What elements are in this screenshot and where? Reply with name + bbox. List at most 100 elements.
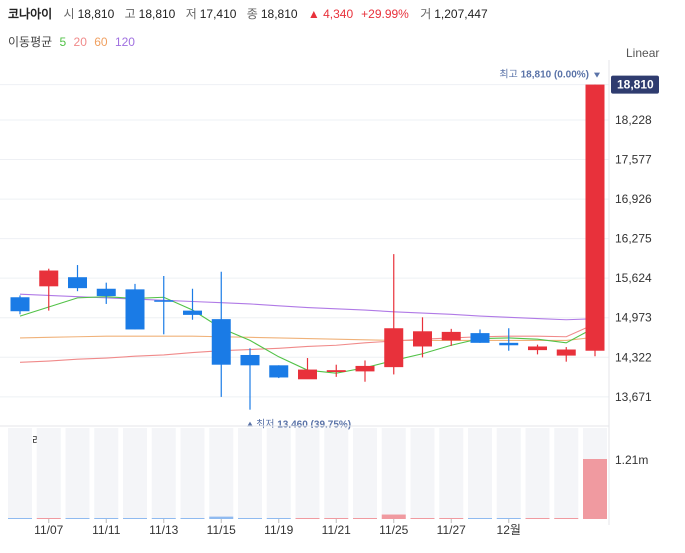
candle-body bbox=[413, 331, 432, 347]
ma60-line bbox=[19, 335, 600, 341]
change-value: ▲ 4,340 bbox=[307, 7, 354, 21]
x-tick-label: 11/11 bbox=[92, 523, 121, 537]
candle-body bbox=[154, 300, 174, 302]
volume-bar bbox=[525, 518, 550, 519]
x-tick-label: 11/13 bbox=[149, 523, 178, 537]
high-marker-icon bbox=[594, 72, 600, 78]
volume-slot bbox=[353, 428, 377, 519]
ma20-line bbox=[19, 321, 600, 363]
volume-slot bbox=[180, 428, 205, 519]
volume-slot bbox=[8, 428, 32, 519]
volume-bar bbox=[381, 514, 406, 519]
volume-bar bbox=[151, 518, 176, 519]
candle-body bbox=[269, 365, 289, 378]
x-tick-label: 11/25 bbox=[379, 523, 408, 537]
volume-bar bbox=[180, 518, 205, 519]
volume-slot bbox=[238, 428, 262, 519]
volume-slot bbox=[266, 428, 291, 519]
volume-slot bbox=[151, 428, 176, 519]
volume-bar bbox=[238, 518, 262, 519]
ma-legend: 이동평균 5 20 60 120 bbox=[8, 33, 139, 50]
x-tick-label: 12월 bbox=[497, 523, 521, 537]
candle-body bbox=[298, 369, 317, 380]
volume-bar bbox=[554, 518, 579, 519]
y-tick-label: 18,228 bbox=[615, 113, 652, 127]
volume-bar bbox=[123, 518, 147, 519]
volume-bar bbox=[583, 459, 607, 519]
y-tick-label: 17,577 bbox=[615, 153, 652, 167]
scale-toggle-button[interactable]: Linear bbox=[626, 46, 660, 60]
candle-body bbox=[125, 289, 145, 330]
candle-body bbox=[556, 349, 576, 356]
volume-bar bbox=[468, 518, 492, 519]
candle-body bbox=[355, 365, 375, 372]
candle-body bbox=[240, 354, 260, 366]
ma20-label: 20 bbox=[73, 35, 87, 49]
y-tick-label: 15,624 bbox=[615, 271, 652, 285]
volume-bar bbox=[209, 516, 234, 519]
y-tick-label: 14,973 bbox=[615, 311, 652, 325]
ma60-label: 60 bbox=[94, 35, 108, 49]
change-percent: +29.99% bbox=[361, 7, 409, 21]
y-tick-label: 14,322 bbox=[615, 350, 652, 364]
candle-body bbox=[441, 331, 461, 341]
y-tick-label: 16,926 bbox=[615, 192, 652, 206]
last-price-value: 18,810 bbox=[617, 78, 654, 92]
x-tick-label: 11/27 bbox=[437, 523, 466, 537]
volume-slot bbox=[554, 428, 579, 519]
close-label: 종 bbox=[246, 7, 258, 21]
price-header: 코나아이 시 18,810 고 18,810 저 17,410 종 18,810 ▲ 4… bbox=[8, 5, 495, 21]
high-annotation: 최고 18,810 (0.00%) bbox=[499, 69, 589, 81]
low-annotation: 최저 13,460 (39.75%) bbox=[256, 419, 351, 431]
volume-slot bbox=[94, 428, 119, 519]
volume-slot bbox=[496, 428, 521, 519]
volume-slot bbox=[65, 428, 90, 519]
volume-slot bbox=[324, 428, 349, 519]
x-tick-label: 11/07 bbox=[34, 523, 63, 537]
high-value: 18,810 bbox=[138, 7, 176, 21]
ma120-line bbox=[19, 293, 600, 321]
y-tick-label: 13,671 bbox=[615, 390, 652, 404]
low-label: 저 bbox=[185, 7, 197, 21]
x-tick-label: 11/21 bbox=[322, 523, 351, 537]
volume-bar bbox=[353, 518, 377, 519]
y-tick-label: 16,275 bbox=[615, 232, 652, 246]
volume-bar bbox=[65, 518, 90, 519]
volume-slot bbox=[209, 428, 234, 519]
candle-body bbox=[211, 319, 231, 365]
candle-body bbox=[326, 370, 346, 372]
volume-slot bbox=[439, 428, 464, 519]
volume-slot bbox=[525, 428, 550, 519]
volume-bar bbox=[410, 518, 435, 519]
volume-tick-label: 1.21m bbox=[615, 453, 648, 467]
candle-body bbox=[528, 346, 547, 351]
low-value: 17,410 bbox=[199, 7, 237, 21]
volume-bar bbox=[266, 518, 291, 519]
x-tick-label: 11/19 bbox=[264, 523, 293, 537]
volume-slot bbox=[295, 428, 320, 519]
volume-bar bbox=[295, 518, 320, 519]
candle-body bbox=[470, 333, 490, 343]
candle-body bbox=[96, 288, 116, 297]
high-label: 고 bbox=[124, 7, 136, 21]
stock-name: 코나아이 bbox=[8, 7, 53, 21]
open-label: 시 bbox=[63, 7, 75, 21]
candle-body bbox=[183, 310, 202, 315]
volume-bar bbox=[8, 518, 32, 519]
volume-bar bbox=[496, 518, 521, 519]
x-tick-label: 11/15 bbox=[207, 523, 236, 537]
volume-slot bbox=[123, 428, 147, 519]
volume-bar bbox=[324, 518, 349, 519]
candle-body bbox=[384, 328, 404, 368]
ma5-label: 5 bbox=[59, 35, 67, 49]
ma120-label: 120 bbox=[114, 35, 135, 49]
volume-bar bbox=[439, 518, 464, 519]
close-value: 18,810 bbox=[260, 7, 298, 21]
candle-body bbox=[68, 277, 87, 289]
volume-bar bbox=[94, 518, 119, 519]
candle-body bbox=[10, 297, 30, 312]
low-marker-icon bbox=[247, 421, 253, 427]
volume-slot bbox=[468, 428, 492, 519]
ma-legend-title: 이동평균 bbox=[8, 35, 53, 49]
